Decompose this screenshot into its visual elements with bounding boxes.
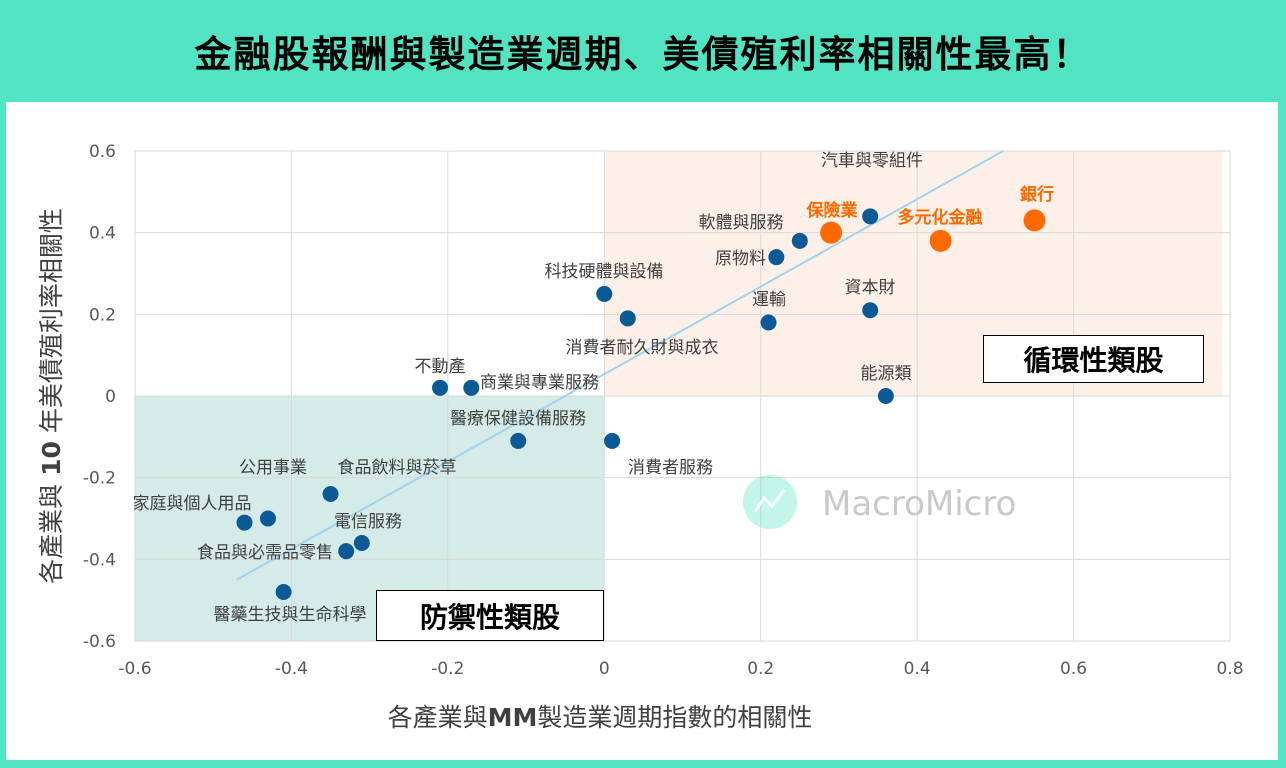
- data-point-label: 資本財: [845, 278, 896, 298]
- data-point: [596, 285, 613, 302]
- x-axis-title-bold: MM: [487, 703, 538, 732]
- chart-title: 金融股報酬與製造業週期、美債殖利率相關性最高！: [194, 33, 1092, 76]
- y-tick-label: 0.2: [89, 305, 116, 325]
- y-tick-label: -0.4: [83, 550, 116, 570]
- y-tick-label: -0.2: [83, 469, 116, 489]
- x-tick-label: 0.2: [747, 659, 774, 679]
- x-tick-label: 0.6: [1060, 659, 1087, 679]
- data-point: [862, 302, 879, 319]
- data-point-label: 運輸: [752, 290, 786, 310]
- data-point-label: 商業與專業服務: [480, 373, 599, 393]
- data-point-label: 能源類: [861, 364, 912, 384]
- data-point: [322, 486, 339, 502]
- macromicro-logo-chart-icon: [753, 489, 786, 513]
- x-tick-label: 0: [599, 659, 610, 679]
- y-tick-label: 0.6: [89, 142, 116, 162]
- data-point-label: 保險業: [806, 200, 858, 221]
- x-axis-title-part: 製造業週期指數的相關性: [537, 703, 813, 732]
- y-tick-label: 0.4: [89, 224, 116, 244]
- data-point-label: 軟體與服務: [699, 213, 784, 233]
- data-point: [353, 535, 370, 551]
- defensive-region-label: 防禦性類股: [376, 590, 604, 641]
- x-tick-label: -0.4: [275, 659, 308, 679]
- data-point-label: 醫療保健設備服務: [450, 409, 586, 429]
- data-point-label: 消費者服務: [628, 458, 713, 478]
- data-point: [791, 232, 808, 249]
- y-tick-label: 0: [105, 387, 116, 407]
- data-point-label: 食品與必需品零售: [197, 543, 333, 563]
- data-point-label: 不動產: [415, 357, 466, 377]
- data-point: [259, 510, 276, 527]
- data-point-label: 銀行: [1020, 184, 1054, 205]
- watermark: MacroMicro: [822, 484, 1016, 524]
- x-tick-label: -0.2: [431, 659, 464, 679]
- x-axis-title-part: 各產業與: [387, 703, 488, 732]
- data-point: [463, 379, 480, 396]
- x-tick-label: 0.4: [904, 659, 931, 679]
- data-point-label: 食品飲料與菸草: [338, 458, 457, 478]
- data-point: [619, 310, 636, 327]
- data-point: [432, 379, 449, 396]
- data-point: [1023, 209, 1046, 232]
- data-point: [760, 314, 777, 331]
- data-point: [877, 388, 894, 404]
- data-point-label: 多元化金融: [898, 207, 983, 228]
- data-point: [236, 514, 253, 531]
- y-axis-title-part: 各產業與: [37, 475, 66, 584]
- data-point: [862, 208, 879, 225]
- data-point: [510, 432, 527, 449]
- trendline: [236, 150, 1004, 581]
- data-point: [768, 249, 785, 266]
- data-point-label: 科技硬體與設備: [545, 262, 664, 282]
- y-axis-title-part: 年美債殖利率相關性: [37, 208, 66, 442]
- data-point-label: 原物料: [715, 249, 766, 269]
- cyclical-region-label: 循環性類股: [983, 335, 1204, 383]
- y-axis-title: 各產業與 10 年美債殖利率相關性: [32, 208, 68, 584]
- data-point: [338, 543, 355, 560]
- y-tick-label: -0.6: [83, 632, 116, 652]
- data-point-label: 醫藥生技與生命科學: [214, 605, 367, 625]
- x-axis-title: 各產業與MM製造業週期指數的相關性: [388, 698, 813, 734]
- data-point: [820, 221, 843, 244]
- data-point-label: 家庭與個人用品: [133, 494, 252, 514]
- y-axis-title-bold: 10: [37, 441, 66, 476]
- x-tick-label: -0.6: [118, 659, 151, 679]
- data-point-label: 公用事業: [239, 458, 307, 478]
- x-tick-label: 0.8: [1216, 659, 1243, 679]
- data-point: [929, 229, 952, 252]
- data-point-label: 汽車與零組件: [821, 151, 923, 171]
- data-point: [275, 584, 292, 600]
- data-point: [604, 432, 621, 449]
- data-point-label: 消費者耐久財與成衣: [566, 338, 719, 358]
- data-point-label: 電信服務: [334, 512, 402, 532]
